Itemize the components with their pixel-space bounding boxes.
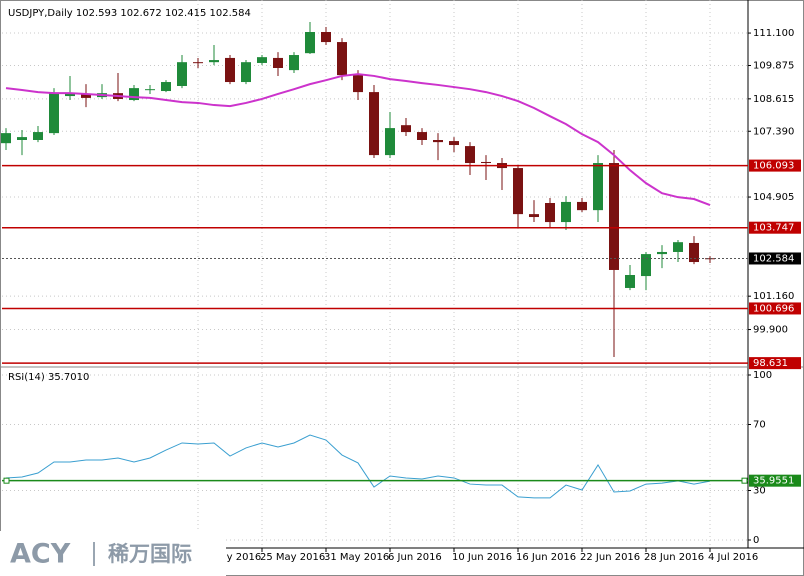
candle-body	[321, 32, 331, 43]
y-tick-label: 104.905	[753, 192, 794, 203]
candle-body	[401, 125, 411, 133]
candle-body	[641, 254, 651, 277]
level-box	[749, 221, 801, 234]
candle-body	[145, 89, 155, 91]
x-tick-label: 19 May 2016	[196, 552, 261, 563]
x-tick-label: 16 Jun 2016	[516, 552, 576, 563]
level-label: 100.696	[753, 303, 794, 314]
x-tick-label: 4 Jul 2016	[708, 552, 758, 563]
candle-body	[193, 62, 203, 64]
candle-body	[465, 146, 475, 164]
candle-body	[369, 92, 379, 156]
plot: 111.100 109.875 108.615 107.390 104.905 101.1…	[1, 0, 801, 563]
watermark-brand: ACY	[10, 539, 71, 570]
watermark-name: 稀万国际	[108, 542, 192, 566]
candle-body	[673, 242, 683, 252]
y-tick-label: 0	[753, 535, 759, 546]
candle-body	[545, 203, 555, 223]
level-label: 98.631	[753, 358, 788, 369]
candle-body	[241, 62, 251, 83]
candle-body	[417, 132, 427, 140]
last-price-label: 102.584	[753, 253, 794, 264]
candle-body	[177, 62, 187, 86]
y-tick-label: 100	[753, 370, 772, 381]
candle-body	[161, 82, 171, 92]
candle-body	[1, 133, 11, 144]
level-box	[749, 159, 801, 172]
candle-body	[49, 93, 59, 134]
candle-body	[273, 57, 283, 68]
indicator-level-handle	[3, 477, 10, 484]
candle-body	[609, 163, 619, 270]
candle-body	[17, 137, 27, 140]
x-tick-label: 31 May 2016	[324, 552, 389, 563]
watermark: ACY 稀万国际	[0, 531, 226, 576]
candle-body	[593, 163, 603, 211]
candle-body	[689, 242, 699, 263]
candle-body	[385, 128, 395, 156]
y-tick-label: 30	[753, 486, 766, 497]
y-tick-label: 108.615	[753, 94, 794, 105]
last-price-box	[749, 252, 801, 265]
chart-title: USDJPY,Daily 102.593 102.672 102.415 102…	[8, 8, 251, 19]
candle-body	[353, 75, 363, 93]
x-tick-label: 6 Jun 2016	[388, 552, 442, 563]
x-tick-label: 28 Jun 2016	[644, 552, 704, 563]
indicator-line	[5, 434, 711, 499]
candle-body	[529, 214, 539, 218]
y-tick-label: 101.160	[753, 291, 794, 302]
x-tick-label: 25 May 2016	[260, 552, 325, 563]
candle-body	[657, 251, 667, 255]
candle-body	[337, 42, 347, 76]
candle-body	[625, 275, 635, 288]
candle-body	[449, 141, 459, 146]
x-tick-label: 22 Jun 2016	[580, 552, 640, 563]
candle-body	[257, 57, 267, 63]
y-tick-label: 109.875	[753, 60, 794, 71]
watermark-bg	[0, 531, 226, 576]
candle-body	[129, 88, 139, 101]
indicator-level-handle	[741, 477, 748, 484]
candle-body	[433, 140, 443, 143]
y-tick-label: 70	[753, 420, 766, 431]
indicator-level-label: 35.9551	[753, 476, 794, 487]
indicator-level-box	[749, 474, 801, 487]
candle-body	[33, 132, 43, 140]
candle-body	[577, 201, 587, 211]
level-box	[749, 302, 801, 315]
moving-average	[5, 73, 711, 207]
level-box	[749, 357, 801, 370]
y-tick-label: 111.100	[753, 28, 794, 39]
y-tick-label: 99.900	[753, 325, 788, 336]
candle-body	[81, 93, 91, 98]
candle-body	[481, 161, 491, 164]
candle-body	[305, 32, 315, 54]
level-label: 106.093	[753, 161, 794, 172]
x-tick-label: 10 Jun 2016	[452, 552, 512, 563]
candle-body	[513, 168, 523, 215]
candle-body	[65, 93, 75, 97]
candle-body	[225, 57, 235, 83]
y-tick-label: 107.390	[753, 126, 794, 137]
level-label: 103.747	[753, 223, 794, 234]
candle-body	[209, 60, 219, 63]
indicator-title: RSI(14) 35.7010	[8, 372, 89, 383]
candle-body	[561, 201, 571, 223]
candle-body	[289, 55, 299, 71]
